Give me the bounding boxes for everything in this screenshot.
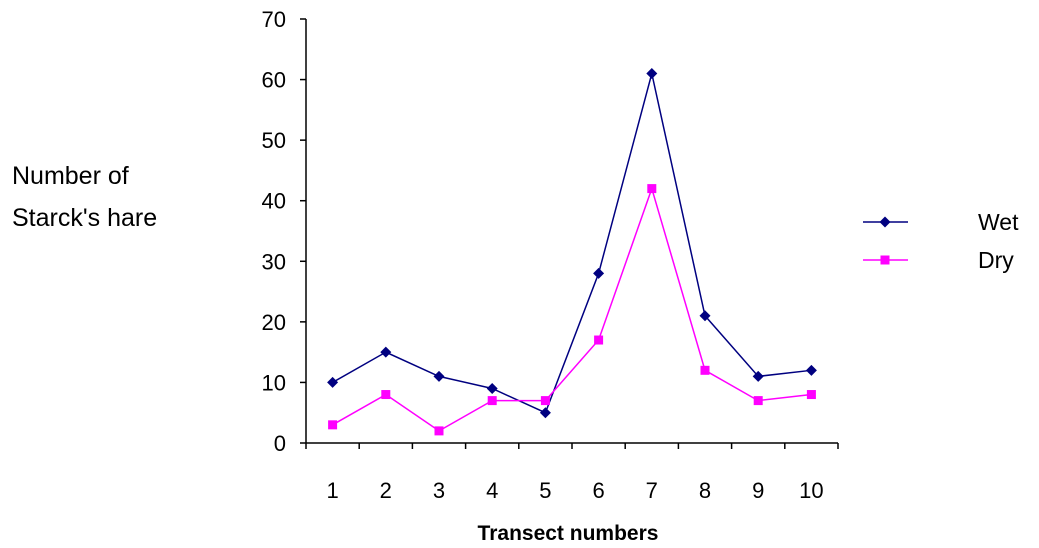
legend-label-dry: Dry [978, 247, 1014, 273]
y-axis-title-line-1: Number of [12, 162, 129, 190]
legend: Wet Dry [863, 209, 1019, 273]
data-point-dry [434, 426, 444, 436]
x-axis-title: Transect numbers [478, 522, 659, 545]
legend-marker-dry [880, 255, 890, 265]
series-line-wet [332, 73, 812, 414]
data-point-dry [753, 396, 763, 406]
data-point-wet [327, 376, 339, 388]
x-tick-label: 3 [433, 478, 445, 503]
x-tick-label: 5 [539, 478, 551, 503]
data-point-dry [700, 365, 710, 375]
x-tick-label: 8 [699, 478, 711, 503]
data-point-dry [540, 396, 550, 406]
x-tick-label: 7 [646, 478, 658, 503]
x-tick-label: 10 [799, 478, 823, 503]
series-wet [327, 68, 817, 419]
data-point-wet [699, 310, 711, 322]
y-tick-label: 0 [274, 431, 286, 456]
y-tick-label: 10 [262, 370, 286, 395]
data-point-dry [806, 390, 816, 400]
data-point-wet [433, 370, 445, 382]
data-point-wet [805, 364, 817, 376]
legend-label-wet: Wet [978, 209, 1019, 235]
x-tick-label: 2 [380, 478, 392, 503]
data-point-wet [380, 346, 392, 358]
legend-marker-wet [879, 216, 891, 228]
data-point-wet [646, 68, 658, 80]
series-line-dry [332, 186, 812, 432]
x-axis-ticks: 1 2 3 4 5 6 7 8 9 10 [305, 443, 839, 503]
y-tick-label: 40 [262, 189, 286, 214]
y-tick-label: 30 [262, 249, 286, 274]
legend-item-wet: Wet [863, 209, 1019, 235]
series-dry [328, 184, 816, 436]
data-point-dry [594, 335, 604, 345]
y-tick-label: 50 [262, 128, 286, 153]
y-tick-label: 70 [262, 7, 286, 32]
data-point-dry [328, 420, 338, 430]
data-point-wet [593, 267, 605, 279]
data-point-dry [647, 184, 657, 194]
data-point-wet [486, 382, 498, 394]
data-point-wet [539, 407, 551, 419]
x-tick-label: 1 [326, 478, 338, 503]
y-tick-label: 20 [262, 310, 286, 335]
data-point-wet [752, 370, 764, 382]
series-layer [327, 68, 817, 436]
y-axis-title-line-2: Starck's hare [12, 204, 157, 232]
y-axis-ticks: 0 10 20 30 40 50 60 70 [262, 7, 306, 456]
data-point-dry [381, 390, 391, 400]
x-tick-label: 9 [752, 478, 764, 503]
y-tick-label: 60 [262, 68, 286, 93]
data-point-dry [487, 396, 497, 406]
x-tick-label: 6 [592, 478, 604, 503]
x-tick-label: 4 [486, 478, 498, 503]
legend-item-dry: Dry [863, 247, 1014, 273]
